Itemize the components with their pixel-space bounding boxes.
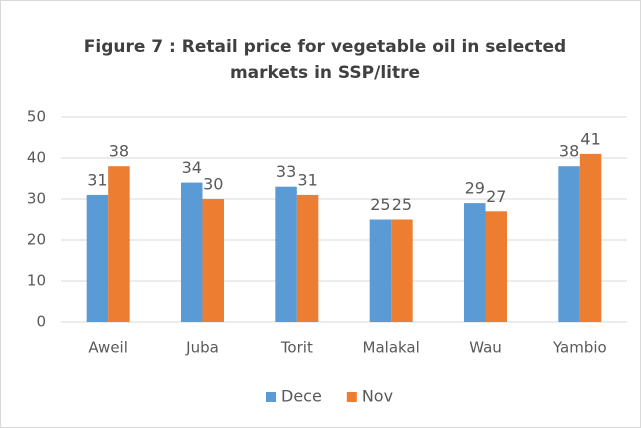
- bar: [558, 166, 580, 322]
- bar: [296, 194, 319, 322]
- x-tick-label: Wau: [469, 339, 502, 357]
- data-label: 25: [370, 195, 390, 214]
- bar: [108, 166, 130, 322]
- x-tick-label: Juba: [185, 339, 219, 357]
- x-tick-label: Malakal: [363, 339, 420, 357]
- bar: [485, 211, 507, 322]
- bar: [86, 194, 109, 322]
- data-label: 34: [182, 158, 202, 177]
- x-tick-label: Torit: [280, 339, 313, 357]
- y-tick-label: 0: [36, 313, 46, 331]
- bar: [202, 199, 224, 322]
- data-label: 38: [109, 142, 129, 161]
- legend-swatch: [266, 392, 276, 402]
- bar: [579, 153, 602, 322]
- data-label: 25: [392, 195, 412, 214]
- y-tick-label: 50: [27, 108, 46, 126]
- y-tick-label: 30: [27, 190, 46, 208]
- legend-label: Dece: [281, 387, 322, 406]
- y-tick-label: 40: [27, 149, 46, 167]
- data-label: 41: [580, 129, 600, 148]
- y-tick-label: 20: [27, 231, 46, 249]
- bar: [275, 186, 297, 322]
- data-label: 31: [297, 170, 317, 189]
- data-label: 27: [486, 187, 506, 206]
- data-label: 31: [87, 170, 107, 189]
- x-tick-label: Aweil: [88, 339, 128, 357]
- x-tick-label: Yambio: [552, 339, 607, 357]
- chart-title: Figure 7 : Retail price for vegetable oi…: [83, 37, 567, 83]
- bar: [181, 182, 203, 322]
- legend-label: Nov: [362, 387, 393, 406]
- data-label: 29: [465, 179, 485, 198]
- legend-swatch: [346, 392, 357, 402]
- data-label: 33: [276, 162, 296, 181]
- bar: [464, 203, 486, 322]
- y-tick-label: 10: [27, 272, 46, 290]
- data-label: 38: [559, 142, 579, 161]
- data-label: 30: [203, 175, 223, 194]
- bar: [369, 219, 392, 322]
- bar: [391, 219, 413, 322]
